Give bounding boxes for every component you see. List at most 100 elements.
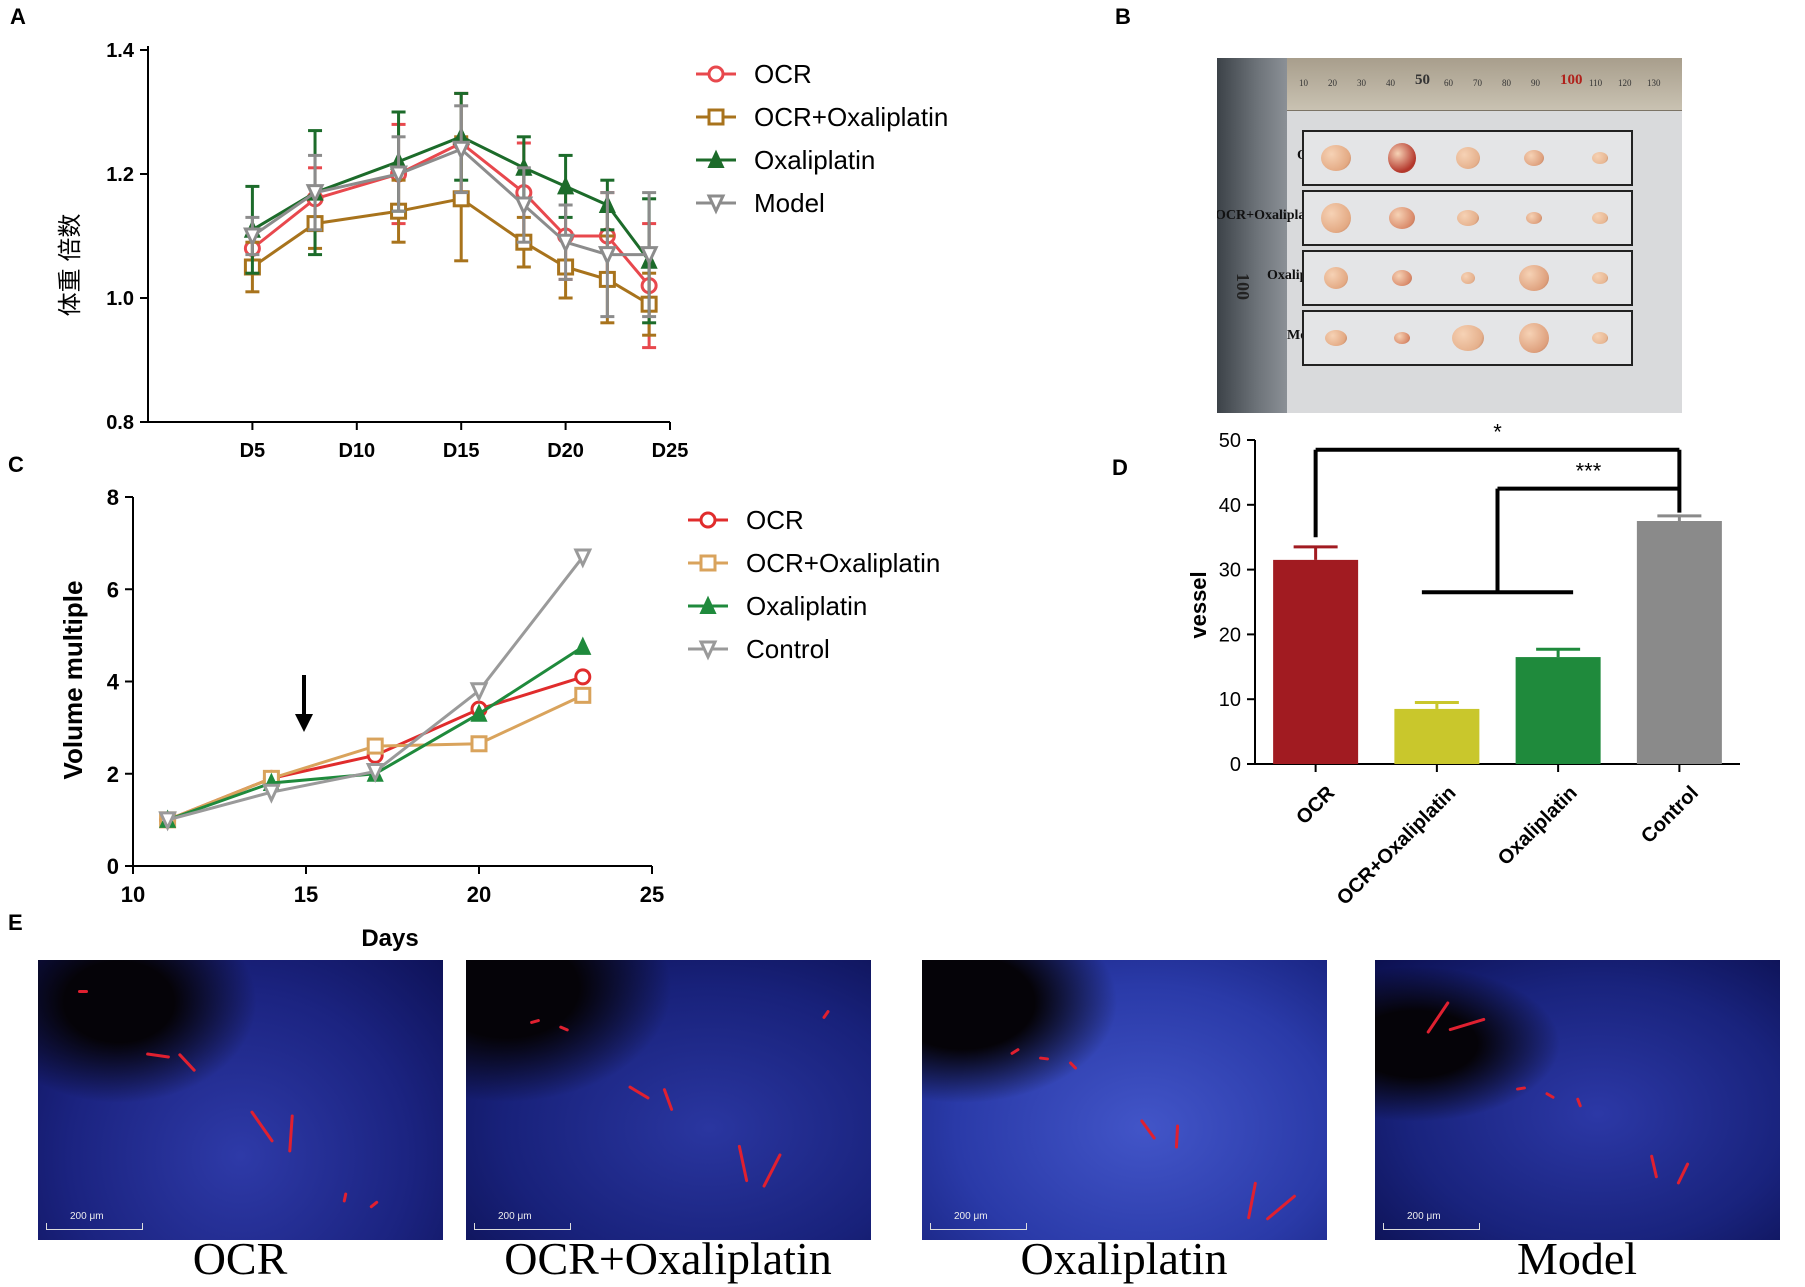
tumor-specimen — [1524, 150, 1544, 166]
legend-marker — [707, 108, 725, 126]
vessel-stain — [662, 1087, 674, 1112]
chart-c-ytick-label: 2 — [107, 762, 119, 787]
panel-letter-e: E — [8, 910, 23, 935]
chart-c-ytick-label: 4 — [107, 670, 120, 695]
vessel-stain — [1265, 1194, 1297, 1221]
tumor-row-label: OCR+Oxaliplatin — [1217, 208, 1322, 223]
chart-c-series-oxaliplatin — [159, 636, 592, 828]
photo-top-ruler: 10 20 30 40 50 60 70 80 90 100 110 120 130 — [1287, 58, 1682, 111]
tumor-specimen — [1592, 212, 1608, 224]
vessel-stain — [1676, 1162, 1690, 1185]
tumor-specimen — [1389, 207, 1415, 229]
tumor-specimen — [1452, 325, 1484, 351]
chart-a-xtick-label: D20 — [547, 440, 584, 462]
micrograph-image: 200 μm — [38, 960, 443, 1240]
chart-d-category-label: OCR — [1292, 782, 1339, 829]
vessel-stain — [627, 1085, 651, 1100]
chart-a-ytick-label: 1.4 — [106, 40, 135, 62]
ruler-label: 120 — [1618, 78, 1632, 88]
legend-label: Oxaliplatin — [754, 145, 875, 175]
ruler-label: 20 — [1328, 78, 1337, 88]
micrograph-caption: OCR — [192, 1233, 288, 1284]
chart-c-legend-item: Oxaliplatin — [688, 591, 867, 621]
tumor-specimen — [1519, 265, 1549, 291]
scale-bar-label: 200 μm — [70, 1211, 104, 1222]
legend-marker — [706, 194, 726, 215]
legend-label: OCR+Oxaliplatin — [754, 102, 948, 132]
ruler-label: 80 — [1502, 78, 1511, 88]
tumor-row-box — [1302, 310, 1633, 366]
legend-marker — [699, 511, 717, 529]
tumor-row-box — [1302, 250, 1633, 306]
legend-label: Control — [746, 634, 830, 664]
chart-d-ylabel: vessel — [1186, 571, 1211, 638]
tumor-specimen — [1325, 330, 1347, 346]
data-point — [514, 196, 534, 217]
chart-c-legend-item: Control — [688, 634, 830, 664]
legend-label: OCR — [754, 59, 812, 89]
chart-a-xtick-label: D15 — [443, 440, 480, 462]
chart-d-ytick-label: 20 — [1219, 624, 1241, 646]
chart-c-xtick-label: 10 — [121, 882, 145, 907]
vessel-stain — [1139, 1118, 1157, 1141]
tumor-specimen — [1456, 147, 1480, 169]
vessel-stain — [1515, 1086, 1527, 1091]
vessel-stain — [821, 1009, 831, 1020]
ruler-label: 70 — [1473, 78, 1482, 88]
scale-bar — [46, 1223, 143, 1230]
vessel-stain — [1009, 1047, 1021, 1056]
vessel-stain — [369, 1200, 379, 1209]
series-line — [251, 135, 651, 262]
chart-a-legend-item: Oxaliplatin — [696, 145, 875, 175]
series-line — [251, 147, 650, 257]
data-point — [574, 668, 592, 686]
scale-bar-label: 200 μm — [954, 1211, 988, 1222]
photo-left-ruler — [1217, 58, 1287, 413]
chart-a-ytick-label: 1.0 — [106, 288, 134, 310]
data-point — [158, 811, 177, 832]
chart-d-category-label: OCR+Oxaliplatin — [1333, 782, 1461, 910]
vessel-stain — [529, 1018, 541, 1025]
treatment-arrow — [295, 675, 313, 732]
series-line — [251, 197, 650, 306]
chart-d-ytick-label: 0 — [1230, 754, 1241, 776]
data-point — [262, 783, 281, 804]
scale-bar — [474, 1223, 571, 1230]
chart-a-xtick-label: D5 — [240, 440, 266, 462]
tumor-specimen — [1321, 145, 1351, 171]
scale-bar — [1383, 1223, 1480, 1230]
legend-marker — [699, 595, 717, 614]
vessel-stain — [78, 990, 88, 993]
legend-marker — [707, 65, 725, 83]
chart-d-ytick-label: 40 — [1219, 495, 1241, 517]
tumor-specimen — [1461, 272, 1475, 284]
ruler-label: 50 — [1415, 72, 1430, 88]
legend-marker — [707, 149, 725, 168]
data-point — [469, 682, 489, 703]
vessel-bar — [1636, 521, 1722, 764]
chart-c-legend-item: OCR — [688, 505, 804, 535]
vessel-stain — [342, 1192, 348, 1203]
data-point — [365, 762, 385, 783]
data-point — [573, 548, 593, 569]
legend-label: Model — [754, 188, 825, 218]
chart-a-legend-item: OCR — [696, 59, 812, 89]
legend-label: OCR+Oxaliplatin — [746, 548, 940, 578]
ruler-label: 100 — [1560, 72, 1583, 88]
tumor-specimen — [1392, 270, 1412, 286]
scale-bar — [930, 1223, 1027, 1230]
chart-a-series-oxaliplatin — [243, 91, 658, 325]
chart-c-xtick-label: 15 — [294, 882, 318, 907]
panel-letter-c: C — [8, 452, 24, 477]
tumor-specimen — [1519, 323, 1549, 353]
vessel-stain — [1575, 1097, 1583, 1108]
tumor-specimen — [1592, 152, 1608, 164]
data-point — [556, 233, 575, 254]
micrograph-caption: Model — [1516, 1233, 1638, 1284]
data-point — [470, 735, 488, 753]
vessel-stain — [1448, 1017, 1486, 1032]
vessel-stain — [1068, 1060, 1078, 1071]
series-line — [251, 141, 651, 287]
vessel-stain — [737, 1144, 749, 1183]
legend-marker — [698, 640, 718, 661]
